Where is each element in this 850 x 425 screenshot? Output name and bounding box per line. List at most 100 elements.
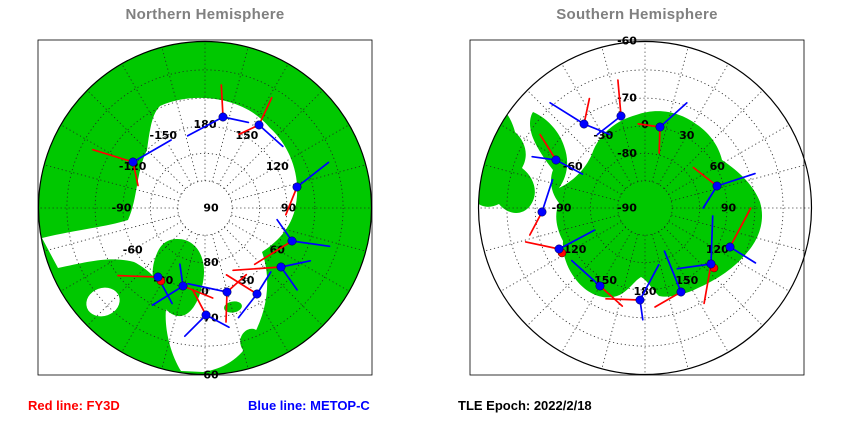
metopc-satellite-dot [655, 122, 665, 132]
svg-text:-70: -70 [617, 92, 637, 105]
svg-text:90: 90 [203, 202, 219, 215]
north-map-grid-labels: 1801501209060300-30-60-90-120-1509080706… [112, 118, 297, 382]
south-map-frame [469, 39, 805, 376]
orbit-track-blue-segment [729, 246, 757, 264]
north-map-boundary-circle [37, 40, 373, 376]
orbit-track-red-segment [91, 148, 134, 163]
orbit-track-blue-segment [541, 178, 554, 213]
orbit-track-red-segment [729, 207, 752, 248]
svg-text:-80: -80 [617, 147, 637, 160]
orbit-track-red-segment [524, 241, 560, 250]
svg-text:-60: -60 [563, 160, 583, 173]
british-isles-landmass [240, 328, 260, 353]
orbit-track-blue-segment [291, 240, 331, 248]
metopc-satellite-dot [201, 310, 211, 320]
orbit-track-blue-segment [555, 159, 584, 175]
metopc-satellite-dot [554, 244, 564, 254]
svg-text:-60: -60 [123, 243, 143, 256]
north-map-land [38, 41, 372, 375]
metopc-satellite-dot [276, 262, 286, 272]
metopc-satellite-dot [218, 112, 228, 122]
orbit-track-blue-segment [237, 293, 258, 319]
orbit-track-blue-segment [639, 263, 660, 301]
svg-text:-60: -60 [617, 35, 637, 48]
svg-text:-90: -90 [112, 202, 132, 215]
metopc-satellite-dot [537, 207, 547, 217]
orbit-track-blue-segment [663, 250, 682, 293]
orbit-track-blue-segment [558, 229, 596, 250]
legend-blue-line: Blue line: METOP-C [248, 398, 370, 413]
svg-text:0: 0 [201, 285, 209, 298]
svg-text:-30: -30 [593, 129, 613, 142]
orbit-track-blue-segment [258, 124, 284, 148]
orbit-track-blue-segment [716, 172, 756, 187]
orbit-track-red-segment [703, 263, 712, 305]
north-map-title: Northern Hemisphere [125, 6, 285, 23]
metopc-satellite-dot [676, 287, 686, 297]
orbit-track-red-segment [599, 285, 624, 307]
metopc-satellite-dot [712, 181, 722, 191]
orbit-track-blue-segment [676, 263, 712, 270]
metopc-satellite-dot [287, 236, 297, 246]
svg-text:80: 80 [203, 256, 219, 269]
orbit-track-blue-segment [296, 161, 330, 188]
metopc-satellite-dot [178, 281, 188, 291]
south-map-title: Southern Hemisphere [556, 6, 718, 23]
orbit-track-blue-segment [596, 115, 622, 136]
svg-text:30: 30 [679, 129, 695, 142]
svg-text:120: 120 [706, 243, 729, 256]
orbit-track-red-segment [225, 291, 228, 323]
antarctica-landmass [530, 111, 763, 298]
orbit-track-red-segment [692, 166, 718, 187]
orbit-track-blue-segment [280, 266, 298, 291]
south-map-graticule [478, 41, 812, 375]
orbit-track-red-segment [232, 266, 282, 272]
metopc-satellite-dot [595, 281, 605, 291]
orbit-track-red-segment [284, 186, 298, 216]
orbit-track-red-segment [258, 96, 273, 126]
north-satellite-markers [91, 84, 331, 338]
legend-red-line: Red line: FY3D [28, 398, 120, 413]
metopc-satellite-dot [635, 295, 645, 305]
svg-text:60: 60 [710, 160, 726, 173]
orbit-track-red-segment [182, 285, 214, 299]
metopc-satellite-dot [153, 272, 163, 282]
south-map-land [478, 88, 763, 298]
orbit-track-blue-segment [132, 139, 172, 163]
orbit-track-blue-segment [183, 314, 207, 338]
metopc-satellite-dot [128, 157, 138, 167]
iceland-landmass [224, 301, 242, 313]
orbit-track-red-segment [617, 79, 622, 117]
north-map-graticule [38, 41, 372, 375]
metopc-satellite-dot [292, 182, 302, 192]
svg-text:-90: -90 [617, 202, 637, 215]
svg-text:180: 180 [194, 118, 217, 131]
metopc-satellite-dot [222, 287, 232, 297]
orbit-track-red-segment [225, 274, 258, 295]
orbit-track-blue-segment [186, 116, 224, 137]
metopc-satellite-dot [579, 119, 589, 129]
orbit-track-blue-segment [710, 215, 714, 265]
orbit-track-red-segment [605, 297, 641, 301]
orbit-track-red-segment [539, 133, 557, 161]
metopc-satellite-dot [252, 289, 262, 299]
south-map-boundary-circle [477, 40, 813, 376]
orbit-track-blue-segment [187, 282, 228, 293]
orbit-track-red-segment [117, 274, 159, 278]
orbit-track-red-segment [654, 291, 682, 308]
hudson-bay [86, 287, 120, 317]
svg-text:150: 150 [675, 274, 698, 287]
orbit-track-red-segment [220, 84, 224, 118]
svg-text:120: 120 [266, 160, 289, 173]
svg-text:90: 90 [721, 202, 737, 215]
orbit-track-blue-segment [280, 259, 312, 268]
metopc-satellite-dot [551, 155, 561, 165]
orbit-track-blue-segment [570, 259, 601, 287]
metopc-satellite-dot [254, 120, 264, 130]
legend-tle-epoch: TLE Epoch: 2022/2/18 [458, 398, 592, 413]
orbit-track-red-segment [253, 240, 293, 266]
metopc-satellite-dot [725, 242, 735, 252]
south-america-landmass [478, 88, 535, 213]
